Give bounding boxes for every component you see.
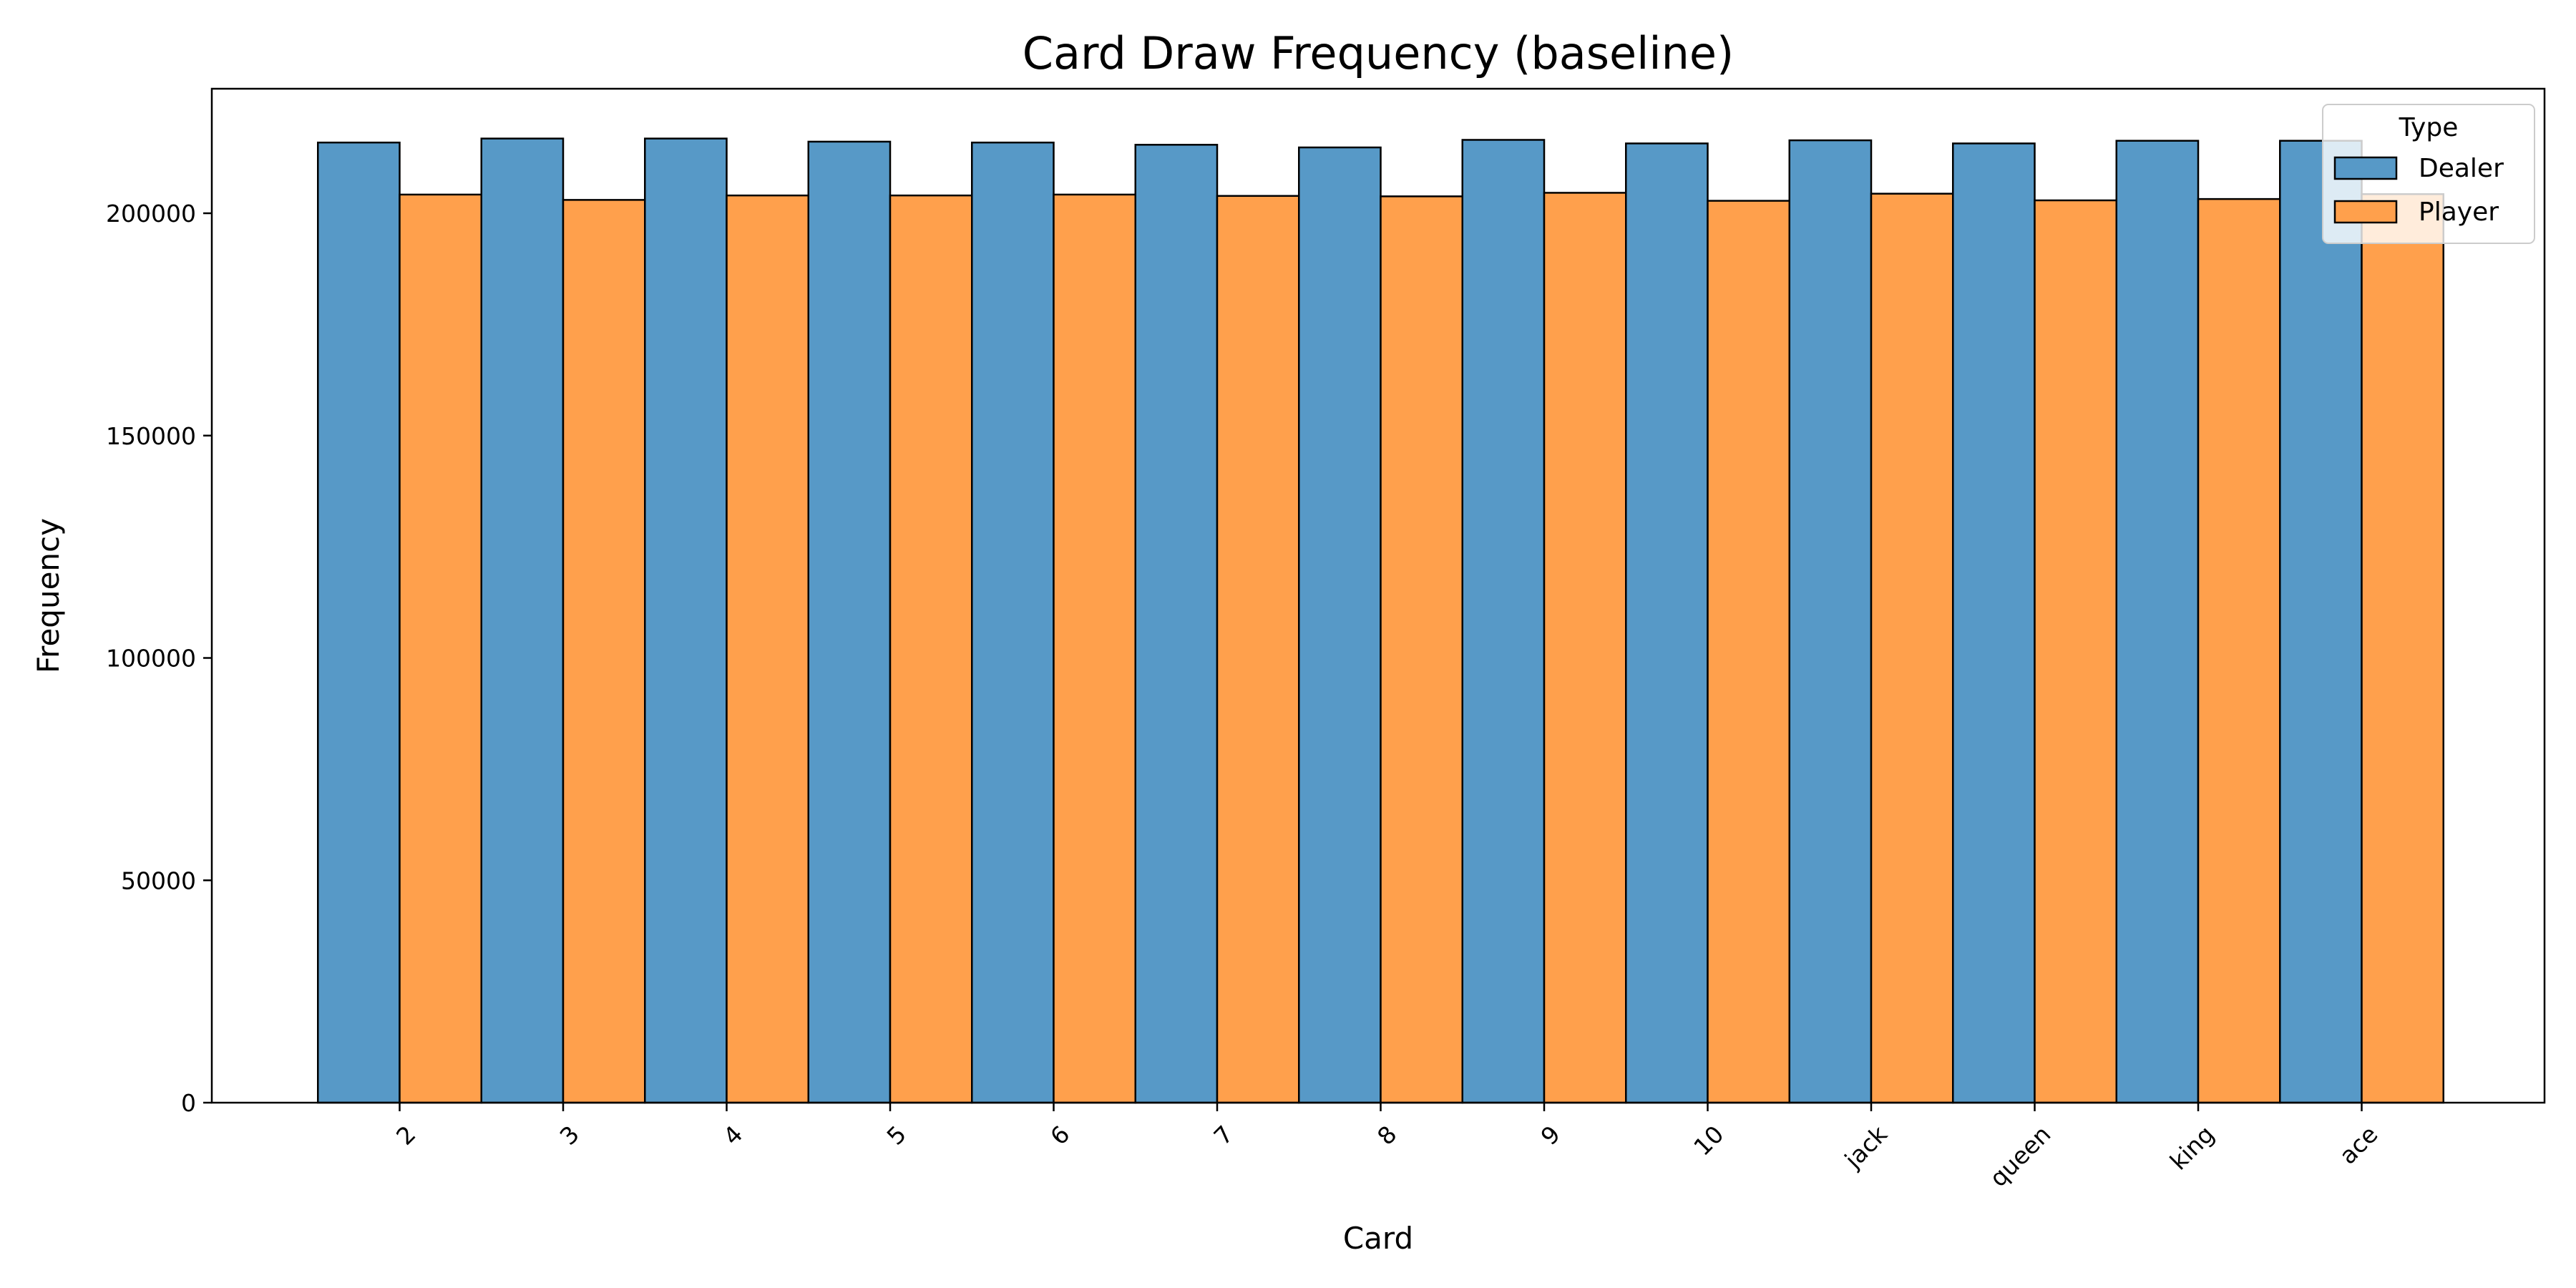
bar-dealer-king bbox=[2115, 140, 2200, 1104]
x-tick-label: 2 bbox=[391, 1120, 421, 1150]
x-tick-label: ace bbox=[2333, 1120, 2383, 1169]
bar-dealer-5 bbox=[807, 140, 892, 1104]
bar-dealer-3 bbox=[480, 137, 565, 1104]
bar-player-7 bbox=[1216, 195, 1300, 1104]
x-tick-label: queen bbox=[1984, 1120, 2057, 1192]
legend-swatch-dealer bbox=[2333, 156, 2398, 180]
bars-group bbox=[317, 137, 2444, 1104]
y-tick-label: 150000 bbox=[106, 422, 196, 450]
bar-player-queen bbox=[2034, 199, 2117, 1104]
x-tick-label: 5 bbox=[882, 1120, 912, 1150]
bar-player-8 bbox=[1380, 195, 1463, 1104]
legend-label-dealer: Dealer bbox=[2419, 154, 2504, 183]
y-tick-label: 50000 bbox=[121, 867, 196, 894]
bar-dealer-jack bbox=[1788, 139, 1873, 1104]
bar-dealer-6 bbox=[971, 141, 1055, 1104]
x-tick-label: 8 bbox=[1372, 1120, 1402, 1150]
bar-dealer-9 bbox=[1461, 139, 1546, 1104]
x-axis: 2 3 4 5 6 7 8 9 10 jack queen king ace bbox=[391, 1103, 2383, 1192]
bar-dealer-4 bbox=[644, 137, 728, 1104]
x-axis-title: Card bbox=[1343, 1221, 1413, 1256]
bar-player-king bbox=[2197, 197, 2281, 1104]
bar-player-5 bbox=[889, 194, 973, 1104]
legend-swatch-player bbox=[2333, 200, 2398, 224]
plot-frame bbox=[210, 87, 2546, 1104]
legend: Type Dealer Player bbox=[2322, 104, 2535, 244]
bar-dealer-8 bbox=[1298, 146, 1382, 1104]
bar-dealer-queen bbox=[1952, 142, 2036, 1104]
chart-title: Card Draw Frequency (baseline) bbox=[1023, 27, 1734, 79]
bar-player-3 bbox=[562, 199, 646, 1104]
y-tick-label: 0 bbox=[181, 1089, 196, 1117]
x-tick-label: 6 bbox=[1045, 1120, 1075, 1150]
x-tick-label: king bbox=[2165, 1120, 2220, 1175]
y-axis: 0 50000 100000 150000 200000 bbox=[106, 200, 212, 1117]
legend-title: Type bbox=[2399, 113, 2459, 142]
y-axis-title: Frequency bbox=[31, 518, 66, 673]
bar-player-6 bbox=[1053, 193, 1136, 1104]
bar-dealer-7 bbox=[1134, 144, 1219, 1104]
bar-dealer-10 bbox=[1625, 142, 1709, 1104]
x-tick-label: 9 bbox=[1536, 1120, 1566, 1150]
x-tick-label: 4 bbox=[718, 1120, 748, 1150]
bar-dealer-ace bbox=[2279, 140, 2363, 1104]
y-tick-label: 200000 bbox=[106, 200, 196, 228]
y-tick-label: 100000 bbox=[106, 645, 196, 673]
bar-player-10 bbox=[1707, 200, 1790, 1104]
bar-dealer-2 bbox=[317, 141, 401, 1104]
bar-player-4 bbox=[726, 194, 809, 1104]
bar-player-2 bbox=[399, 193, 482, 1104]
x-tick-label: 3 bbox=[555, 1120, 585, 1150]
x-tick-label: 10 bbox=[1688, 1120, 1729, 1161]
x-tick-label: jack bbox=[1839, 1120, 1893, 1174]
legend-label-player: Player bbox=[2419, 197, 2499, 227]
bar-player-jack bbox=[1870, 192, 1954, 1104]
x-tick-label: 7 bbox=[1209, 1120, 1239, 1150]
bar-player-9 bbox=[1543, 192, 1627, 1104]
bar-player-ace bbox=[2361, 193, 2444, 1104]
